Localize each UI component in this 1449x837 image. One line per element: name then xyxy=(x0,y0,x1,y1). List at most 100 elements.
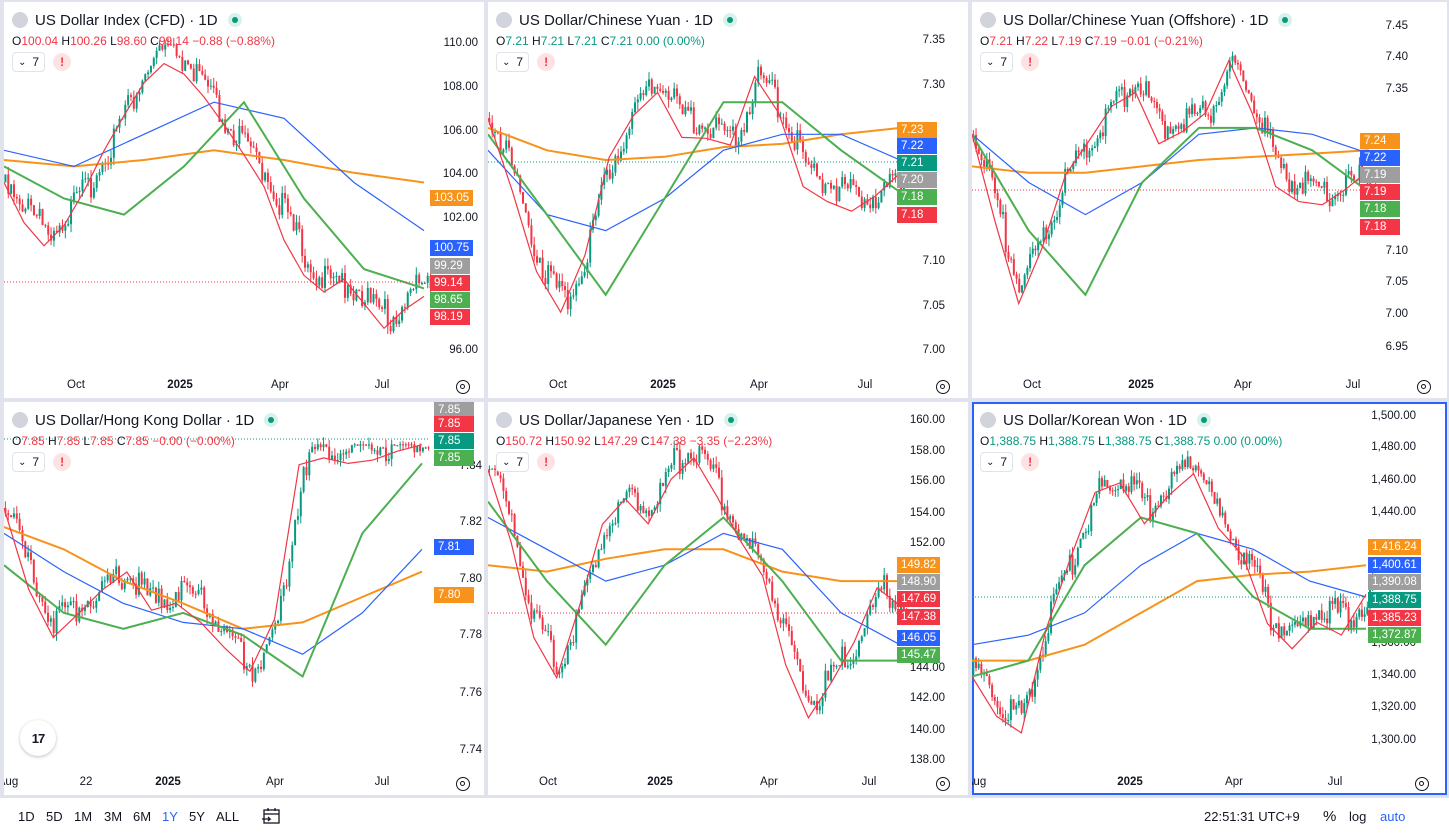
candle-body xyxy=(1106,480,1109,488)
candle-body xyxy=(810,700,813,705)
candle-body xyxy=(583,585,586,596)
candle-body xyxy=(631,112,634,129)
log-scale-toggle[interactable]: log xyxy=(1349,809,1367,824)
candle-body xyxy=(524,203,527,213)
candle-body xyxy=(1323,181,1326,188)
symbol-header[interactable]: US Dollar/Japanese Yen · 1D xyxy=(496,410,739,430)
close-value: 99.14 xyxy=(158,34,189,48)
candle-body xyxy=(1261,122,1264,134)
candle-body xyxy=(1085,143,1088,158)
price-axis-label: 1,340.00 xyxy=(1371,669,1416,681)
candle-body xyxy=(161,45,164,50)
symbol-header[interactable]: US Dollar/Chinese Yuan · 1D xyxy=(496,10,737,30)
axis-settings-icon[interactable] xyxy=(936,777,950,791)
warning-icon[interactable]: ! xyxy=(537,53,556,71)
chart-pane[interactable]: US Dollar/Chinese Yuan · 1D O7.21 H7.21 L… xyxy=(488,2,968,398)
range-button-6m[interactable]: 6M xyxy=(133,809,152,824)
candle-body xyxy=(1355,616,1358,628)
indicators-collapse-button[interactable]: ⌄ 7 xyxy=(12,52,46,72)
clock-timezone[interactable]: 22:51:31 UTC+9 xyxy=(1204,809,1300,824)
candle-body xyxy=(614,522,617,524)
symbol-title[interactable]: US Dollar/Hong Kong Dollar · 1D xyxy=(35,411,255,429)
range-button-1m[interactable]: 1M xyxy=(74,809,93,824)
indicators-collapse-button[interactable]: ⌄ 7 xyxy=(496,452,530,472)
range-button-1d[interactable]: 1D xyxy=(18,809,35,824)
warning-icon[interactable]: ! xyxy=(1021,53,1040,71)
percent-scale-toggle[interactable]: % xyxy=(1323,808,1337,825)
axis-settings-icon[interactable] xyxy=(1417,380,1431,394)
candle-body xyxy=(1098,478,1101,494)
range-button-3m[interactable]: 3M xyxy=(104,809,123,824)
candle-body xyxy=(566,289,569,310)
symbol-header[interactable]: US Dollar/Hong Kong Dollar · 1D xyxy=(12,410,279,430)
candle-body xyxy=(64,602,67,608)
chart-pane[interactable]: US Dollar Index (CFD) · 1D O100.04 H100.2… xyxy=(4,2,484,398)
goto-date-icon[interactable] xyxy=(262,807,282,828)
price-plot[interactable] xyxy=(488,2,908,376)
symbol-header[interactable]: US Dollar/Chinese Yuan (Offshore) · 1D xyxy=(980,10,1293,30)
candle-body xyxy=(1320,186,1323,188)
range-button-5y[interactable]: 5Y xyxy=(189,809,205,824)
sma-slow-line xyxy=(488,133,901,232)
range-button-5d[interactable]: 5D xyxy=(46,809,63,824)
auto-scale-toggle[interactable]: auto xyxy=(1380,809,1406,824)
candle-body xyxy=(499,133,502,153)
candle-body xyxy=(1234,55,1237,63)
candle-body xyxy=(352,293,355,301)
symbol-title[interactable]: US Dollar/Japanese Yen · 1D xyxy=(519,411,715,429)
price-axis-label: 152.00 xyxy=(909,537,945,549)
candle-body xyxy=(1123,87,1126,108)
symbol-title[interactable]: US Dollar/Chinese Yuan · 1D xyxy=(519,11,713,29)
indicators-collapse-button[interactable]: ⌄ 7 xyxy=(980,452,1014,472)
chart-pane[interactable]: US Dollar/Chinese Yuan (Offshore) · 1D O7… xyxy=(972,2,1447,398)
symbol-logo-icon xyxy=(980,12,996,28)
symbol-header[interactable]: US Dollar/Korean Won · 1D xyxy=(980,410,1211,430)
sma-long-line xyxy=(972,149,1370,174)
candle-body xyxy=(1331,600,1334,605)
symbol-title[interactable]: US Dollar Index (CFD) · 1D xyxy=(35,11,218,29)
axis-settings-icon[interactable] xyxy=(936,380,950,394)
candle-body xyxy=(541,257,544,279)
axis-settings-icon[interactable] xyxy=(456,380,470,394)
axis-settings-icon[interactable] xyxy=(1415,777,1429,791)
range-button-1y[interactable]: 1Y xyxy=(162,809,178,824)
time-axis-label: Oct xyxy=(539,776,557,788)
chart-pane[interactable]: US Dollar/Japanese Yen · 1D O150.72 H150.… xyxy=(488,402,968,795)
chart-pane[interactable]: US Dollar/Korean Won · 1D O1,388.75 H1,38… xyxy=(972,402,1447,795)
warning-icon[interactable]: ! xyxy=(53,53,72,71)
price-plot[interactable] xyxy=(4,2,432,376)
candle-body xyxy=(1104,108,1107,137)
candle-body xyxy=(27,198,30,209)
symbol-title[interactable]: US Dollar/Korean Won · 1D xyxy=(1003,411,1187,429)
indicators-collapse-button[interactable]: ⌄ 7 xyxy=(980,52,1014,72)
candle-body xyxy=(215,87,218,95)
candle-body xyxy=(232,130,235,146)
warning-icon[interactable]: ! xyxy=(53,453,72,471)
candle-body xyxy=(1039,241,1042,243)
candle-body xyxy=(779,620,782,624)
tradingview-logo[interactable]: 17 xyxy=(20,720,56,756)
chart-pane[interactable]: US Dollar/Hong Kong Dollar · 1D O7.85 H7.… xyxy=(4,402,484,795)
candle-body xyxy=(594,215,597,221)
range-button-all[interactable]: ALL xyxy=(216,809,240,824)
price-plot[interactable] xyxy=(972,2,1377,376)
candle-body xyxy=(1353,175,1356,180)
candle-body xyxy=(1358,609,1361,617)
warning-icon[interactable]: ! xyxy=(1021,453,1040,471)
price-axis-label: 7.78 xyxy=(459,629,482,641)
axis-settings-icon[interactable] xyxy=(456,777,470,791)
price-badge: 99.14 xyxy=(430,275,470,291)
symbol-title[interactable]: US Dollar/Chinese Yuan (Offshore) · 1D xyxy=(1003,11,1269,29)
candle-body xyxy=(1173,471,1176,475)
indicator-controls: ⌄ 7! xyxy=(496,52,556,72)
candle-body xyxy=(729,516,732,519)
price-plot[interactable] xyxy=(4,402,430,773)
indicators-collapse-button[interactable]: ⌄ 7 xyxy=(12,452,46,472)
symbol-header[interactable]: US Dollar Index (CFD) · 1D xyxy=(12,10,242,30)
candle-body xyxy=(110,157,112,165)
candle-body xyxy=(628,128,631,136)
warning-icon[interactable]: ! xyxy=(537,453,556,471)
indicators-collapse-button[interactable]: ⌄ 7 xyxy=(496,52,530,72)
candle-body xyxy=(1220,92,1223,102)
candle-body xyxy=(762,75,765,79)
